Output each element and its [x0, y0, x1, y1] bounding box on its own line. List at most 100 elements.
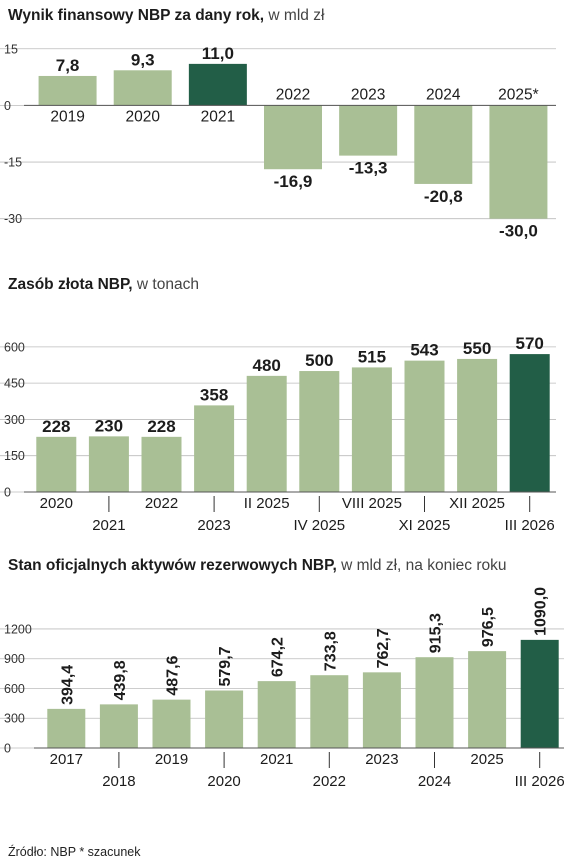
bar: [205, 690, 244, 748]
chart-2-subtitle: w tonach: [136, 276, 199, 293]
bar: [509, 354, 550, 492]
category-label: 2020: [125, 108, 160, 125]
y-tick-label: -15: [4, 156, 22, 170]
category-label: 2024: [426, 86, 461, 103]
chart-3-title-main: Stan oficjalnych aktywów rezerwowych NBP…: [8, 557, 337, 574]
chart-1-subtitle: w mld zł: [268, 7, 325, 24]
chart-official-reserves: 1200 900 600 300 0 394,4 2017 439,8 2018 487,6 201…: [0, 587, 564, 790]
value-label: 439,8: [112, 660, 129, 700]
value-label: 230: [95, 416, 123, 435]
bar: [264, 105, 322, 170]
value-label: 480: [253, 356, 281, 375]
value-label: 487,6: [165, 655, 182, 695]
category-label: 2019: [50, 108, 84, 125]
bar: [351, 367, 392, 492]
bar: [404, 360, 445, 492]
category-label: 2019: [155, 751, 188, 768]
y-tick-label: 0: [4, 99, 11, 113]
bar: [520, 639, 559, 748]
bar: [246, 375, 287, 492]
bar: [194, 405, 235, 492]
value-label: 11,0: [202, 44, 234, 63]
bar: [88, 436, 129, 492]
value-label: 570: [516, 334, 544, 353]
value-label: -13,3: [349, 159, 388, 178]
y-tick-label: 600: [4, 340, 25, 354]
y-tick-label: 0: [4, 486, 11, 500]
category-label: XII 2025: [449, 495, 505, 512]
value-label: 228: [147, 417, 175, 436]
y-tick-label: 450: [4, 377, 25, 391]
bar: [113, 70, 172, 106]
category-label: 2023: [365, 751, 398, 768]
category-label: 2025: [470, 751, 503, 768]
category-label: 2023: [197, 517, 230, 534]
value-label: 394,4: [59, 665, 76, 705]
value-label: 7,8: [56, 56, 80, 75]
bar: [457, 358, 498, 492]
value-label: 515: [358, 347, 386, 366]
chart-3-title: Stan oficjalnych aktywów rezerwowych NBP…: [8, 557, 506, 575]
y-tick-label: 15: [4, 42, 18, 56]
value-label: 733,8: [322, 631, 339, 671]
source-note: Źródło: NBP * szacunek: [8, 845, 141, 859]
value-label: 543: [410, 341, 438, 360]
category-label: 2023: [351, 86, 385, 103]
value-label: 228: [42, 417, 70, 436]
category-label: VIII 2025: [342, 495, 402, 512]
value-label: -20,8: [424, 187, 463, 206]
category-label: 2024: [418, 773, 451, 790]
value-label: 579,7: [217, 646, 234, 686]
bar: [362, 672, 401, 748]
bar: [141, 436, 182, 492]
bar: [36, 436, 77, 492]
value-label: 762,7: [375, 628, 392, 668]
value-label: 550: [463, 339, 491, 358]
bar: [414, 105, 473, 184]
category-label: IV 2025: [293, 517, 345, 534]
bar: [38, 75, 97, 106]
chart-1-title-main: Wynik finansowy NBP za dany rok,: [8, 7, 265, 24]
category-label: III 2026: [505, 517, 555, 534]
bar: [415, 657, 454, 748]
chart-2-title: Zasób złota NBP, w tonach: [8, 276, 199, 294]
y-tick-label: 600: [4, 682, 25, 696]
y-tick-label: 0: [4, 742, 11, 756]
chart-3-subtitle: w mld zł, na koniec roku: [341, 557, 507, 574]
bar: [299, 371, 340, 492]
y-tick-label: 150: [4, 449, 25, 463]
chart-financial-result: 15 0 -15 -30 7,8 2019 9,3 2020 11,0 2021 -16,9 2022…: [0, 42, 556, 241]
category-label: III 2026: [515, 773, 564, 790]
y-tick-label: 300: [4, 413, 25, 427]
category-label: 2018: [102, 773, 135, 790]
y-tick-label: 1200: [4, 622, 32, 636]
value-label: 500: [305, 351, 333, 370]
chart-gold-reserve: 600 450 300 150 0 228 2020 230 2021 228 2022 358 202…: [0, 334, 556, 534]
value-label: 9,3: [131, 50, 155, 69]
value-label: 358: [200, 385, 228, 404]
bar: [468, 651, 507, 748]
chart-1-title: Wynik finansowy NBP za dany rok, w mld z…: [8, 7, 324, 25]
category-label: 2020: [207, 773, 240, 790]
category-label: 2021: [92, 517, 125, 534]
y-tick-label: 300: [4, 712, 25, 726]
bar: [152, 699, 191, 748]
category-label: XI 2025: [399, 517, 451, 534]
category-label: 2021: [260, 751, 293, 768]
category-label: 2017: [50, 751, 83, 768]
category-label: 2020: [40, 495, 73, 512]
bar: [47, 708, 86, 748]
category-label: 2022: [276, 86, 310, 103]
bar: [310, 675, 349, 748]
y-tick-label: -30: [4, 212, 22, 226]
value-label: 674,2: [270, 637, 287, 677]
value-label: 1090,0: [533, 587, 550, 636]
bar: [188, 63, 247, 106]
value-label: 976,5: [480, 607, 497, 647]
y-tick-label: 900: [4, 652, 25, 666]
value-label: 915,3: [428, 613, 445, 653]
category-label: 2021: [201, 108, 235, 125]
category-label: II 2025: [244, 495, 290, 512]
chart-2-title-main: Zasób złota NBP,: [8, 276, 133, 293]
category-label: 2022: [145, 495, 178, 512]
